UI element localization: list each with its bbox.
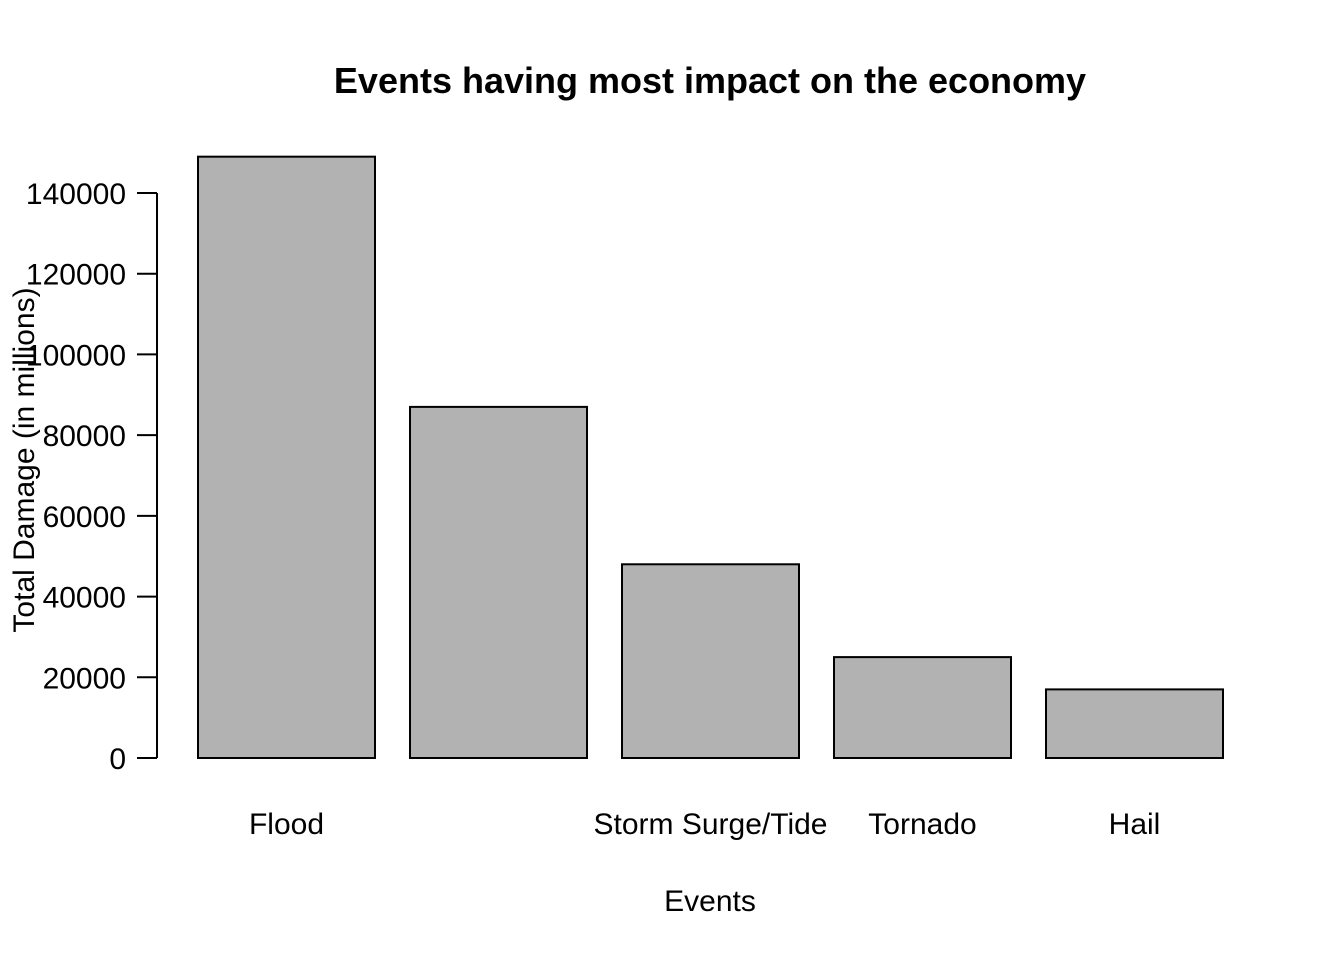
chart-title: Events having most impact on the economy [334,60,1086,101]
y-tick-label: 100000 [26,339,126,372]
y-tick-label: 40000 [43,582,126,615]
bar-hail [1045,688,1224,760]
bar-flood [197,155,376,759]
bar-unlabeled-2 [409,405,588,759]
y-tick-label: 60000 [43,501,126,534]
y-axis: 0 20000 40000 60000 80000 100000 120000 140000 [26,178,158,776]
bar-storm-surge-tide [621,563,800,759]
x-category-label: Tornado [868,808,976,841]
x-category-label: Hail [1109,808,1161,841]
y-axis-title: Total Damage (in millions) [8,287,41,632]
x-axis-title: Events [664,885,756,918]
y-tick-label: 80000 [43,420,126,453]
y-tick-label: 140000 [26,178,126,211]
y-tick-label: 20000 [43,662,126,695]
x-category-label: Storm Surge/Tide [594,808,828,841]
y-tick-label: 120000 [26,259,126,292]
x-category-label: Flood [249,808,324,841]
bar-tornado [833,656,1012,759]
y-tick-label: 0 [109,743,126,776]
bars-group [197,155,1224,760]
x-axis-labels: Flood Storm Surge/Tide Tornado Hail [249,808,1160,841]
